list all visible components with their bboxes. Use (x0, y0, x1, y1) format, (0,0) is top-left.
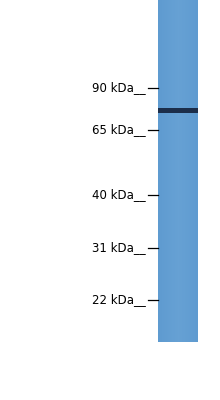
Text: 40 kDa__: 40 kDa__ (92, 188, 146, 202)
Bar (194, 0, 195, 342)
Bar (173, 0, 174, 342)
Bar (174, 0, 175, 342)
Bar (195, 0, 196, 342)
Bar (164, 0, 165, 342)
Bar (158, 108, 198, 112)
Bar (196, 0, 197, 342)
Bar (163, 0, 164, 342)
Bar (158, 0, 198, 342)
Bar (181, 0, 182, 342)
Bar (197, 0, 198, 342)
Text: 22 kDa__: 22 kDa__ (92, 294, 146, 306)
Bar (172, 0, 173, 342)
Bar (184, 0, 185, 342)
Bar (158, 0, 159, 342)
Bar (178, 0, 179, 342)
Bar (165, 0, 166, 342)
Bar (161, 0, 162, 342)
Bar (176, 0, 177, 342)
Bar (186, 0, 187, 342)
Bar (187, 0, 188, 342)
Bar (166, 0, 167, 342)
Bar (168, 0, 169, 342)
Bar (189, 0, 190, 342)
Bar (159, 0, 160, 342)
Bar (175, 0, 176, 342)
Bar (160, 0, 161, 342)
Bar (179, 0, 180, 342)
Bar (180, 0, 181, 342)
Bar (171, 0, 172, 342)
Text: 90 kDa__: 90 kDa__ (92, 82, 146, 94)
Bar (162, 0, 163, 342)
Bar (169, 0, 170, 342)
Bar (182, 0, 183, 342)
Text: 65 kDa__: 65 kDa__ (92, 124, 146, 136)
Bar (177, 0, 178, 342)
Bar (183, 0, 184, 342)
Text: 31 kDa__: 31 kDa__ (92, 242, 146, 254)
Bar (192, 0, 193, 342)
Bar (193, 0, 194, 342)
Bar (167, 0, 168, 342)
Bar (190, 0, 191, 342)
Bar (170, 0, 171, 342)
Bar (188, 0, 189, 342)
Bar (191, 0, 192, 342)
Bar (185, 0, 186, 342)
